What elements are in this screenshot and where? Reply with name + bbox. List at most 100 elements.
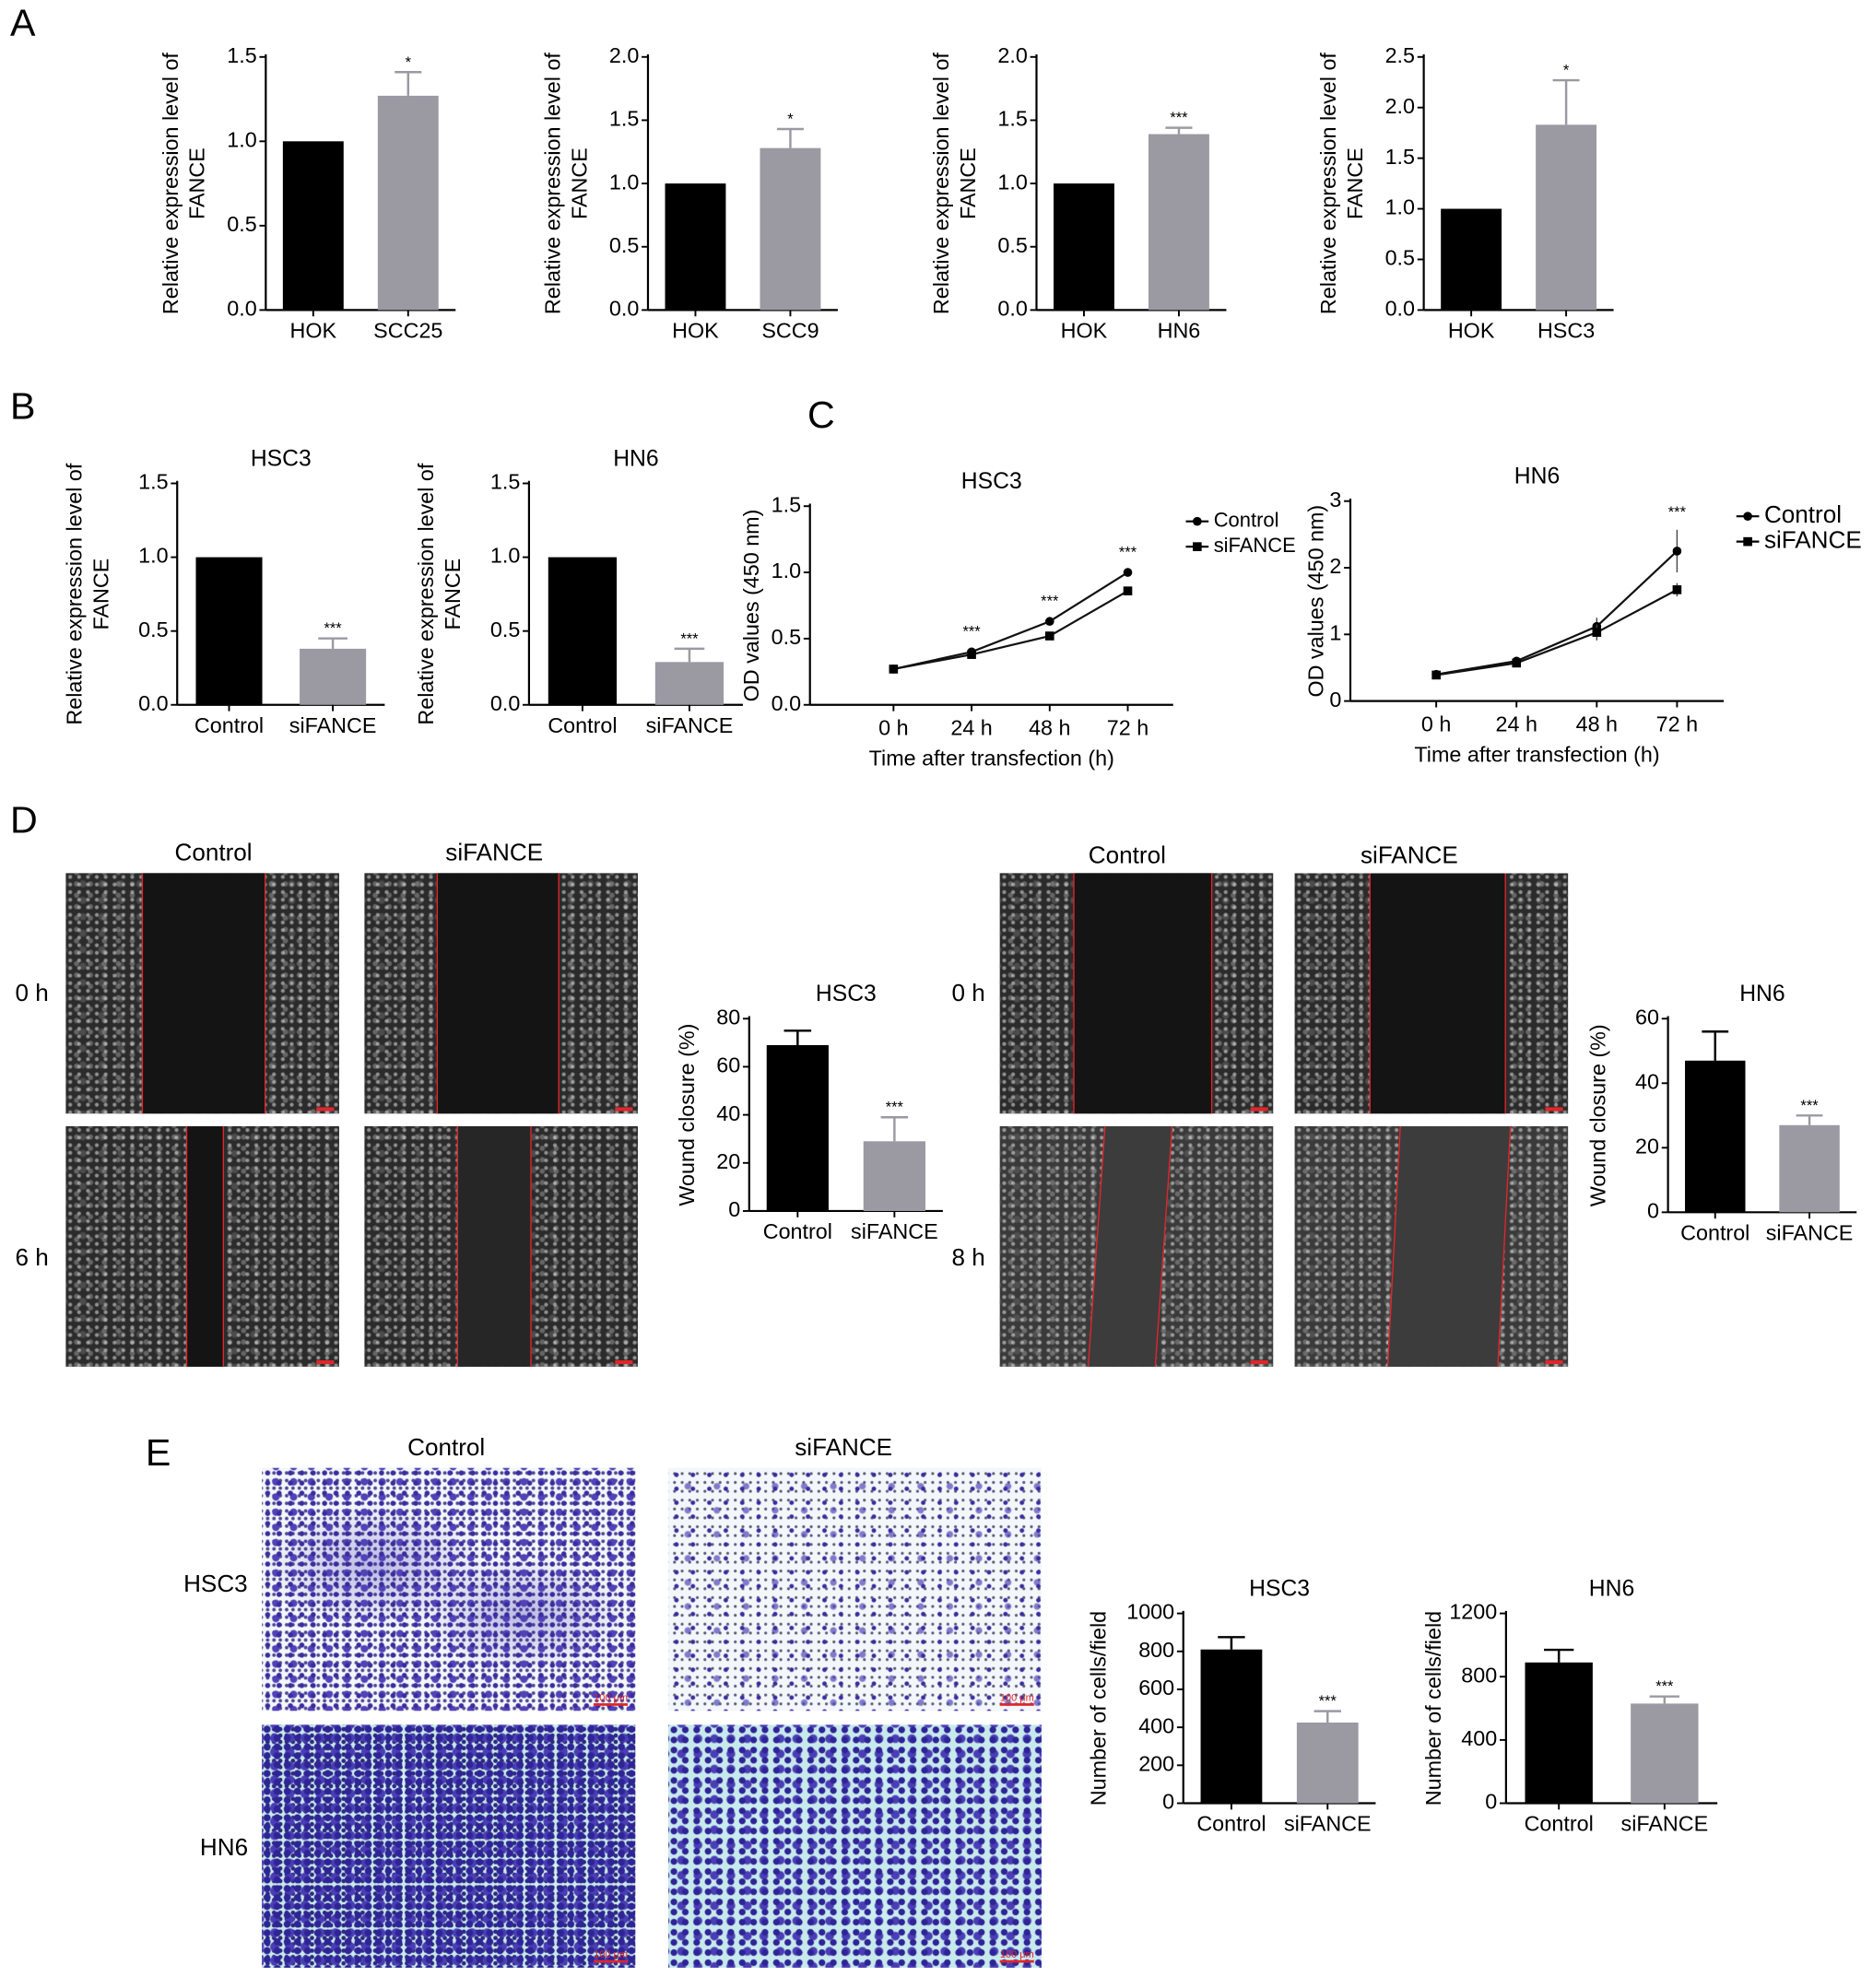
x-tick-label: HOK [672, 319, 719, 343]
y-tick-label: 1200 [1449, 1600, 1497, 1624]
scale-bar [615, 1359, 633, 1365]
wound-gap [457, 1125, 532, 1367]
wound-gap [142, 873, 265, 1114]
x-tick-label: 24 h [950, 716, 992, 740]
d-row-8h-hn6: 8 h [951, 1245, 985, 1272]
significance-marker: *** [1800, 1098, 1819, 1114]
x-tick-label: Control [1680, 1221, 1749, 1245]
y-tick-label: 1.0 [772, 559, 801, 582]
data-point-sifance [889, 665, 899, 674]
y-tick-label: 0.5 [997, 233, 1027, 257]
d-row-6h-hsc3: 6 h [15, 1245, 49, 1272]
bar-sifance [1296, 1722, 1359, 1804]
chart-b-hsc3: HSC3 Relative expression level of FANCE 0.0… [53, 443, 395, 759]
e-row-hsc3: HSC3 [183, 1571, 248, 1599]
bar-control [1200, 1649, 1263, 1804]
wound-image-hsc3-sifance-0h [364, 873, 638, 1114]
bar-scc25 [377, 95, 439, 311]
y-axis-label: Relative expression level of [63, 463, 87, 724]
y-tick-label: 0.5 [138, 618, 168, 641]
chart-svg: HN6 Relative expression level of FANCE 0.0 0… [414, 446, 743, 737]
y-tick-label: 1.5 [1385, 145, 1415, 169]
chart-title: HSC3 [1249, 1576, 1310, 1601]
y-tick-label: 40 [716, 1101, 740, 1125]
y-tick-label: 0 [728, 1197, 740, 1221]
bar-sifance [654, 662, 724, 705]
y-tick-label: 20 [716, 1149, 740, 1173]
chart-svg: HSC3 Relative expression level of FANCE 0.0… [63, 446, 385, 737]
y-tick-label: 0.5 [1385, 246, 1415, 270]
transwell-image-hsc3-control: 100 μm [262, 1467, 636, 1712]
wound-image-hn6-control-8h [999, 1125, 1274, 1367]
data-point-control [1123, 568, 1133, 577]
chart-svg: HN6 Wound closure (%) 0 20 40 60 Control siFANC… [1586, 982, 1857, 1245]
y-tick-label: 1.5 [227, 43, 256, 67]
scale-bar-label: 100 μm [594, 1948, 629, 1963]
y-axis-label: FANCE [956, 147, 980, 219]
y-axis-label: Relative expression level of [541, 53, 565, 314]
scale-bar [1545, 1107, 1563, 1112]
data-point-control [1672, 547, 1682, 556]
scale-bar [316, 1107, 335, 1112]
y-tick-label: 200 [1138, 1752, 1174, 1776]
significance-marker: * [406, 54, 412, 71]
y-axis-label: FANCE [441, 559, 465, 630]
bar-sifance [863, 1141, 925, 1211]
y-tick-label: 1.0 [138, 544, 168, 568]
significance-marker: *** [886, 1100, 904, 1116]
chart-a-hn6: Relative expression level of FANCE 0.0 0.5 1… [920, 38, 1236, 360]
chart-b-hn6: HN6 Relative expression level of FANCE 0.0 0… [405, 443, 753, 759]
bar-hn6 [1148, 134, 1209, 311]
significance-marker: *** [962, 624, 981, 641]
e-header-control: Control [407, 1434, 486, 1462]
x-tick-label: HOK [290, 319, 337, 343]
x-tick-label: 0 h [878, 716, 908, 740]
legend-label: siFANCE [1214, 534, 1296, 557]
y-tick-label: 1.0 [997, 170, 1027, 194]
bar-sifance [1631, 1703, 1699, 1804]
data-point-sifance [1592, 628, 1602, 637]
y-tick-label: 0.5 [490, 618, 520, 641]
significance-marker: *** [324, 620, 342, 637]
y-tick-label: 400 [1461, 1726, 1497, 1750]
scale-bar-label: 100 μm [999, 1692, 1034, 1706]
y-axis-label: OD values (450 nm) [1303, 505, 1327, 698]
panel-label-b: B [9, 385, 36, 429]
legend-label: siFANCE [1764, 526, 1862, 554]
data-point-sifance [1512, 658, 1522, 668]
d-header-control-hsc3: Control [174, 840, 253, 867]
panel-label-a: A [9, 2, 36, 45]
y-tick-label: 0.0 [490, 691, 520, 715]
chart-svg: HSC3 OD values (450 nm) 0.0 0.5 1.0 1.5 0 h 24 … [739, 469, 1296, 770]
y-axis-label: Relative expression level of [1316, 53, 1340, 314]
y-tick-label: 1 [1329, 621, 1341, 645]
bar-hsc3 [1536, 124, 1597, 311]
scale-bar-label: 100 μm [999, 1948, 1034, 1963]
e-header-sifance: siFANCE [795, 1434, 893, 1462]
significance-marker: * [787, 112, 794, 128]
wound-image-hn6-sifance-8h [1294, 1125, 1569, 1367]
x-tick-label: HSC3 [1537, 319, 1595, 343]
y-tick-label: 0.0 [1385, 297, 1415, 321]
panel-label-e: E [145, 1432, 171, 1475]
d-header-sifance-hsc3: siFANCE [445, 840, 544, 867]
bar-hok [1441, 208, 1502, 311]
y-axis-label: Number of cells/field [1421, 1611, 1445, 1806]
y-tick-label: 1.5 [490, 470, 520, 494]
y-tick-label: 2.0 [1385, 94, 1415, 118]
y-tick-label: 1.0 [490, 544, 520, 568]
bar-control [1685, 1060, 1746, 1213]
chart-title: HN6 [1589, 1576, 1634, 1601]
y-tick-label: 1.0 [609, 170, 639, 194]
y-tick-label: 1000 [1126, 1600, 1174, 1624]
scale-bar [316, 1359, 335, 1365]
y-tick-label: 80 [716, 1005, 740, 1029]
y-tick-label: 60 [716, 1053, 740, 1077]
y-tick-label: 1.5 [138, 470, 168, 494]
chart-svg: Relative expression level of FANCE 0.0 0.5 1… [1316, 43, 1614, 343]
y-tick-label: 60 [1635, 1005, 1659, 1029]
chart-svg: HSC3 Wound closure (%) 0 20 40 60 80 Control siF… [675, 982, 943, 1243]
y-tick-label: 1.5 [609, 107, 639, 131]
y-tick-label: 0 [1329, 688, 1341, 712]
y-tick-label: 0.0 [772, 691, 801, 715]
